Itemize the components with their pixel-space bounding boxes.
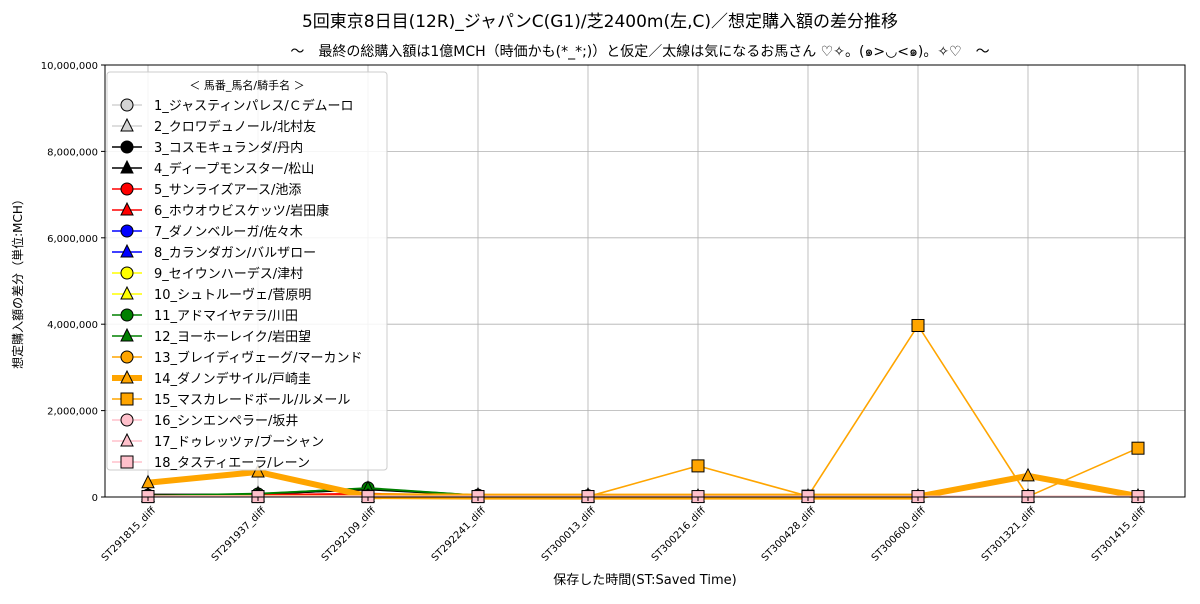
legend-label: 17_ドゥレッツァ/ブーシャン xyxy=(154,434,324,450)
legend-label: 4_ディープモンスター/松山 xyxy=(154,161,314,177)
legend-label: 5_サンライズアース/池添 xyxy=(154,182,301,198)
x-tick-label: ST292109_diff xyxy=(320,505,379,564)
y-tick-label: 6,000,000 xyxy=(47,234,98,245)
x-tick-label: ST300216_diff xyxy=(650,505,709,564)
legend-label: 10_シュトルーヴェ/菅原明 xyxy=(154,287,311,303)
data-point xyxy=(912,319,924,331)
legend-marker xyxy=(121,99,133,111)
legend-label: 15_マスカレードボール/ルメール xyxy=(154,393,350,408)
x-tick-label: ST292241_diff xyxy=(430,505,489,564)
legend-marker xyxy=(121,141,133,153)
legend-label: 6_ホウオウビスケッツ/岩田康 xyxy=(154,203,329,219)
legend-label: 8_カランダガン/バルザロー xyxy=(154,246,316,261)
y-tick-label: 0 xyxy=(92,493,98,504)
legend-marker xyxy=(121,183,133,195)
legend-label: 3_コスモキュランダ/丹内 xyxy=(154,140,303,156)
y-axis-label: 想定購入額の差分（単位:MCH） xyxy=(10,193,25,369)
legend-title: ＜ 馬番_馬名/騎手名 ＞ xyxy=(189,78,304,92)
chart-subtitle: ～ 最終の総購入額は1億MCH（時価かも(*_*;)）と仮定／太線は気になるお馬… xyxy=(290,44,989,60)
x-tick-label: ST300428_diff xyxy=(760,505,819,564)
legend-label: 2_クロワデュノール/北村友 xyxy=(154,119,316,135)
data-point xyxy=(692,460,704,472)
legend-label: 18_タスティエーラ/レーン xyxy=(154,456,310,471)
legend-label: 14_ダノンデサイル/戸崎圭 xyxy=(154,371,311,387)
x-tick-label: ST291937_diff xyxy=(210,505,269,564)
legend-marker xyxy=(121,456,133,468)
y-tick-label: 4,000,000 xyxy=(47,320,98,331)
x-tick-label: ST291815_diff xyxy=(100,505,159,564)
data-point xyxy=(1132,442,1144,454)
legend-marker xyxy=(121,414,133,426)
legend-marker xyxy=(121,267,133,279)
legend-label: 13_ブレイディヴェーグ/マーカンド xyxy=(154,350,363,366)
legend-label: 11_アドマイヤテラ/川田 xyxy=(154,309,298,324)
y-tick-label: 8,000,000 xyxy=(47,147,98,158)
x-tick-label: ST300600_diff xyxy=(870,505,929,564)
legend-label: 12_ヨーホーレイク/岩田望 xyxy=(154,329,311,345)
legend-marker xyxy=(121,393,133,405)
legend-marker xyxy=(121,225,133,237)
legend-label: 16_シンエンペラー/坂井 xyxy=(154,414,298,429)
legend: ＜ 馬番_馬名/騎手名 ＞ 1_ジャスティンパレス/Ｃデムーロ 2_クロワデュノール… xyxy=(107,72,387,471)
legend-marker xyxy=(121,309,133,321)
x-axis-label: 保存した時間(ST:Saved Time) xyxy=(553,573,736,588)
legend-label: 7_ダノンベルーガ/佐々木 xyxy=(154,225,303,240)
chart-title: 5回東京8日目(12R)_ジャパンC(G1)/芝2400m(左,C)／想定購入額… xyxy=(302,12,898,32)
legend-marker xyxy=(121,351,133,363)
legend-label: 9_セイウンハーデス/津村 xyxy=(154,266,303,282)
y-tick-label: 10,000,000 xyxy=(41,61,98,72)
legend-label: 1_ジャスティンパレス/Ｃデムーロ xyxy=(154,98,353,114)
y-tick-label: 2,000,000 xyxy=(47,407,98,418)
x-tick-label: ST300013_diff xyxy=(540,505,599,564)
x-tick-label: ST301415_diff xyxy=(1090,505,1149,564)
x-tick-label: ST301321_diff xyxy=(980,505,1039,564)
